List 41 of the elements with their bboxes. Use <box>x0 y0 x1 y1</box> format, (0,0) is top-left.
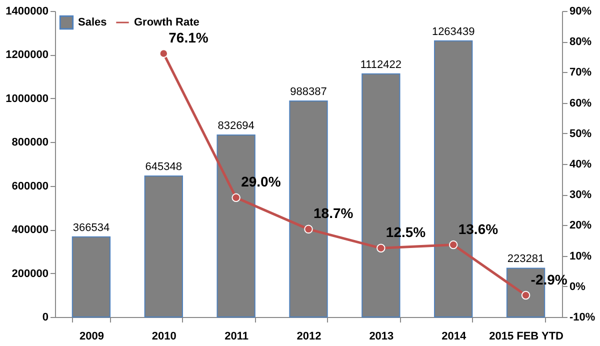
data-label: 988387 <box>290 86 327 98</box>
y2-tick-label: 60% <box>570 97 592 110</box>
y-tick-label: 1200000 <box>6 49 48 62</box>
y2-tick-label: 20% <box>570 220 592 232</box>
y-tick-label: 0 <box>42 312 48 324</box>
y2-tick-label: 10% <box>570 250 592 262</box>
legend-label: Sales <box>78 16 107 28</box>
y-tick-label: 800000 <box>12 136 48 149</box>
point <box>376 244 386 253</box>
x-tick-label: 2012 <box>296 330 322 342</box>
y2-tick-label: 0% <box>570 280 586 293</box>
y-tick-label: 1400000 <box>6 6 48 18</box>
point <box>304 224 313 234</box>
legend-label: Growth Rate <box>134 16 200 28</box>
data-label: 1263439 <box>432 26 475 38</box>
x-tick-label: 2015 FEB YTD <box>489 330 564 342</box>
data-label: 832694 <box>218 120 254 132</box>
y-tick-label: 600000 <box>12 180 48 192</box>
y-tick-label: 400000 <box>12 224 48 236</box>
y2-tick-label: 30% <box>570 189 592 202</box>
x-tick-label: 2010 <box>152 330 176 342</box>
point <box>448 240 458 250</box>
y2-tick-label: -10% <box>570 312 596 324</box>
x-tick-label: 2013 <box>369 330 394 342</box>
x-tick-label: 2011 <box>224 330 249 342</box>
y2-tick-label: 80% <box>570 36 592 48</box>
data-label: 366534 <box>72 222 110 234</box>
y2-tick-label: 50% <box>570 128 592 140</box>
data-label: 645348 <box>145 160 182 173</box>
data-label: 223281 <box>507 253 544 266</box>
point <box>521 290 530 300</box>
x-tick-label: 2014 <box>442 330 467 342</box>
y-tick-label: 200000 <box>12 268 48 280</box>
data-label: 76.1% <box>168 30 209 46</box>
y2-tick-label: 40% <box>570 158 592 170</box>
x-tick-label: 2009 <box>79 330 104 342</box>
data-label: 1112422 <box>360 58 402 71</box>
y2-tick-label: 90% <box>570 6 592 18</box>
y-tick-label: 1000000 <box>6 92 48 105</box>
y2-tick-label: 70% <box>570 66 592 79</box>
point <box>232 193 240 202</box>
